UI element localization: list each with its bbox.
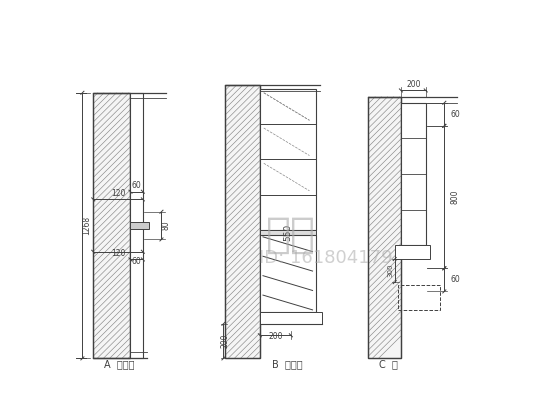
Text: 120: 120: [111, 189, 125, 198]
Bar: [94, 93, 130, 358]
Bar: [395, 245, 431, 259]
Text: 知束: 知束: [266, 214, 316, 256]
Text: 120: 120: [111, 249, 125, 258]
Text: 60: 60: [451, 110, 460, 119]
Bar: [401, 103, 426, 245]
Text: 60: 60: [132, 181, 142, 190]
Text: 60: 60: [132, 257, 142, 265]
Bar: [260, 312, 322, 324]
Text: B  剪面图: B 剪面图: [273, 359, 303, 369]
Bar: [260, 230, 316, 234]
Text: 60: 60: [451, 276, 460, 284]
Bar: [368, 97, 401, 358]
Text: 550: 550: [283, 224, 292, 241]
Text: 300: 300: [387, 264, 393, 277]
Bar: [260, 89, 316, 230]
Text: A  剪面图: A 剪面图: [104, 359, 135, 369]
Text: 1268: 1268: [83, 216, 92, 235]
Text: 80: 80: [162, 221, 171, 231]
Bar: [368, 97, 401, 358]
Bar: [225, 85, 260, 358]
Bar: [225, 85, 260, 358]
Text: C  剪: C 剪: [379, 359, 398, 369]
Text: 200: 200: [268, 333, 283, 341]
Text: 200: 200: [406, 80, 421, 89]
Bar: [130, 93, 143, 358]
Bar: [130, 223, 149, 228]
Bar: [260, 234, 316, 312]
Bar: [398, 285, 441, 310]
Text: 800: 800: [451, 190, 460, 205]
Bar: [94, 93, 130, 358]
Text: ID: 161804179: ID: 161804179: [259, 249, 393, 267]
Text: 200: 200: [221, 334, 230, 348]
